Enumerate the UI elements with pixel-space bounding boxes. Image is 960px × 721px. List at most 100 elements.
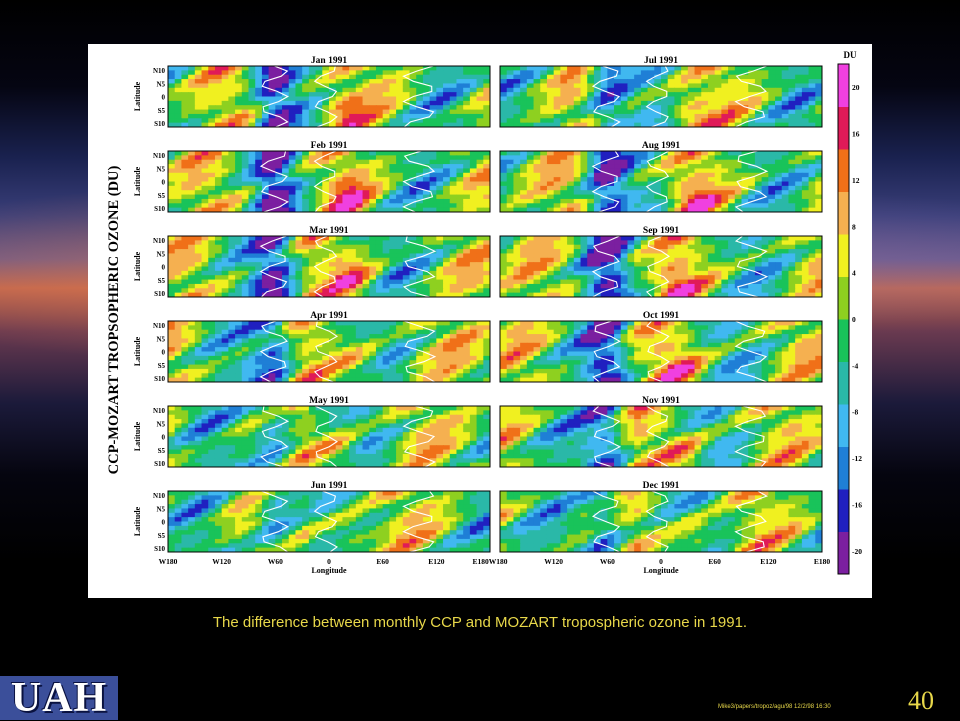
heatmap-cell [463, 283, 471, 289]
heatmap-cell [416, 244, 424, 250]
coastline [261, 491, 289, 552]
heatmap-cell [402, 109, 411, 115]
heatmap-cell [429, 334, 437, 340]
heatmap-cell [255, 279, 263, 285]
heatmap-cell [483, 377, 490, 382]
heatmap-cell [335, 325, 344, 331]
heatmap-cell [422, 181, 431, 187]
heatmap-cell [168, 203, 176, 209]
heatmap-cell [329, 406, 337, 411]
heatmap-cell [463, 512, 471, 518]
heatmap-cell [362, 436, 370, 442]
heatmap-cell [335, 292, 344, 297]
heatmap-cell [288, 321, 297, 326]
heatmap-cell [463, 419, 471, 425]
heatmap-cell [640, 109, 649, 115]
heatmap-cell [194, 325, 203, 331]
heatmap-cell [443, 194, 451, 200]
heatmap-cell [463, 338, 471, 344]
heatmap-cell [315, 495, 323, 501]
heatmap-cell [295, 292, 303, 297]
heatmap-cell [349, 66, 357, 71]
heatmap-cell [429, 360, 437, 366]
heatmap-cell [261, 253, 270, 259]
heatmap-cell [335, 534, 344, 540]
heatmap-cell [282, 547, 290, 552]
heatmap-cell [587, 109, 595, 115]
heatmap-cell [402, 87, 411, 93]
heatmap-cell [201, 279, 209, 285]
heatmap-cell [248, 458, 256, 464]
heatmap-cell [335, 351, 344, 357]
heatmap-cell [369, 155, 377, 161]
heatmap-cell [282, 338, 290, 344]
heatmap-cell [369, 364, 377, 370]
heatmap-cell [375, 74, 384, 80]
heatmap-cell [463, 105, 471, 111]
heatmap-cell [194, 495, 203, 501]
heatmap-cell [795, 100, 803, 106]
heatmap-cell [714, 96, 722, 102]
heatmap-cell [194, 203, 203, 209]
heatmap-cell [315, 360, 323, 366]
heatmap-cell [188, 249, 196, 255]
heatmap-cell [355, 159, 364, 165]
heatmap-cell [443, 458, 451, 464]
heatmap-cell [647, 87, 655, 93]
ytick-label: N5 [156, 420, 165, 428]
heatmap-cell [282, 462, 290, 467]
heatmap-cell [788, 118, 796, 124]
heatmap-cell [342, 453, 350, 459]
heatmap-cell [607, 109, 615, 115]
heatmap-cell [396, 530, 404, 536]
heatmap-cell [342, 543, 350, 549]
heatmap-cell [302, 453, 310, 459]
heatmap-cell [342, 419, 350, 425]
heatmap-cell [302, 543, 310, 549]
heatmap-cell [228, 257, 236, 263]
heatmap-cell [396, 83, 404, 89]
heatmap-cell [261, 181, 270, 187]
heatmap-cell [741, 109, 749, 115]
heatmap-cell [241, 292, 250, 297]
heatmap-cell [775, 164, 783, 170]
heatmap-cell [288, 521, 297, 527]
heatmap-cell [201, 198, 209, 204]
heatmap-cell [721, 109, 729, 115]
heatmap-cell [761, 74, 769, 80]
heatmap-cell [429, 105, 437, 111]
heatmap-cell [396, 283, 404, 289]
heatmap-cell [241, 172, 250, 178]
heatmap-cell [174, 525, 183, 531]
heatmap-cell [214, 194, 223, 200]
heatmap-cell [815, 151, 822, 156]
heatmap-cell [436, 203, 444, 209]
heatmap-cell [288, 92, 297, 98]
heatmap-cell [553, 168, 561, 174]
heatmap-cell [476, 118, 484, 124]
heatmap-cell [513, 100, 521, 106]
heatmap-cell [302, 113, 310, 119]
heatmap-cell [308, 155, 317, 161]
heatmap-cell [315, 355, 323, 361]
heatmap-cell [748, 164, 756, 170]
heatmap-cell [261, 410, 270, 416]
heatmap-cell [369, 449, 377, 455]
heatmap-cell [369, 508, 377, 514]
heatmap-cell [409, 530, 417, 536]
heatmap-cell [221, 508, 229, 514]
heatmap-cell [761, 151, 769, 156]
heatmap-cell [422, 105, 431, 111]
heatmap-cell [369, 462, 377, 467]
heatmap-cell [567, 70, 575, 76]
heatmap-cell [728, 74, 736, 80]
heatmap-cell [429, 423, 437, 429]
heatmap-cell [275, 262, 283, 268]
heatmap-cell [174, 177, 183, 183]
heatmap-cell [469, 292, 478, 297]
heatmap-cell [194, 113, 203, 119]
heatmap-cell [634, 159, 642, 165]
heatmap-cell [228, 96, 236, 102]
heatmap-cell [335, 360, 344, 366]
heatmap-cell [483, 342, 490, 348]
